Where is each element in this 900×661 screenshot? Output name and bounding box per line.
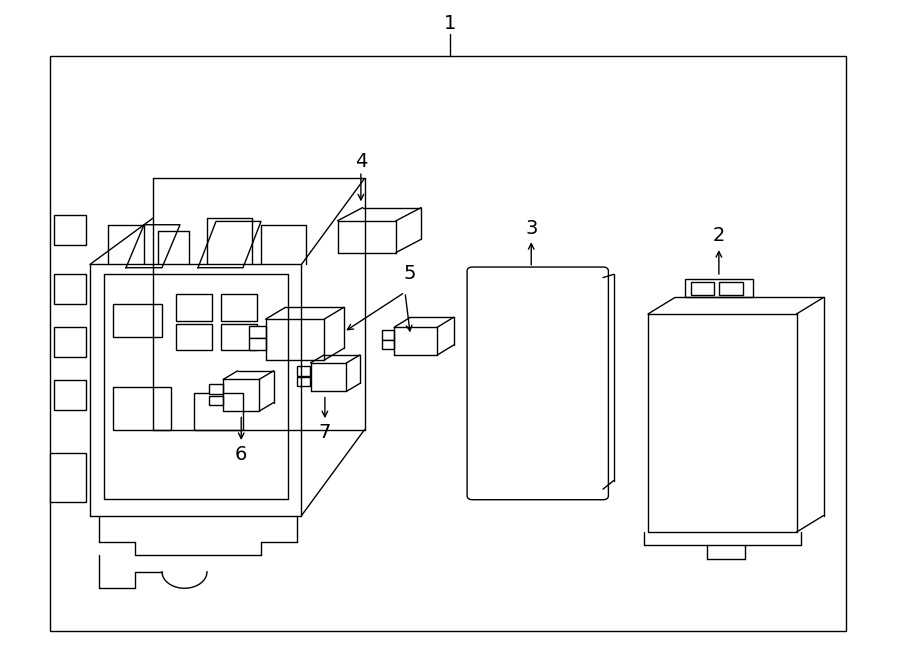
Bar (54, 380, 86, 410)
Bar (194, 393, 243, 430)
Text: 1: 1 (444, 14, 456, 32)
Bar (220, 294, 256, 321)
Bar (209, 395, 223, 405)
Bar (112, 304, 162, 337)
Bar (249, 326, 266, 338)
Text: 2: 2 (713, 227, 725, 245)
Bar (297, 377, 310, 386)
Bar (54, 327, 86, 357)
Bar (176, 324, 211, 350)
Bar (685, 279, 752, 297)
Text: 6: 6 (235, 445, 248, 463)
Text: 3: 3 (525, 219, 537, 237)
Bar (54, 274, 86, 304)
Bar (382, 340, 394, 350)
Bar (54, 215, 86, 245)
Bar (50, 56, 846, 631)
Bar (209, 384, 223, 394)
Bar (297, 366, 310, 375)
FancyBboxPatch shape (467, 267, 608, 500)
Bar (382, 330, 394, 340)
Bar (719, 282, 742, 295)
Bar (50, 453, 86, 502)
Bar (220, 324, 256, 350)
Bar (112, 387, 171, 430)
Text: 5: 5 (403, 264, 416, 283)
Bar (176, 294, 211, 321)
Text: 4: 4 (355, 152, 367, 171)
Bar (249, 338, 266, 350)
Text: 7: 7 (319, 423, 331, 442)
Bar (690, 282, 714, 295)
